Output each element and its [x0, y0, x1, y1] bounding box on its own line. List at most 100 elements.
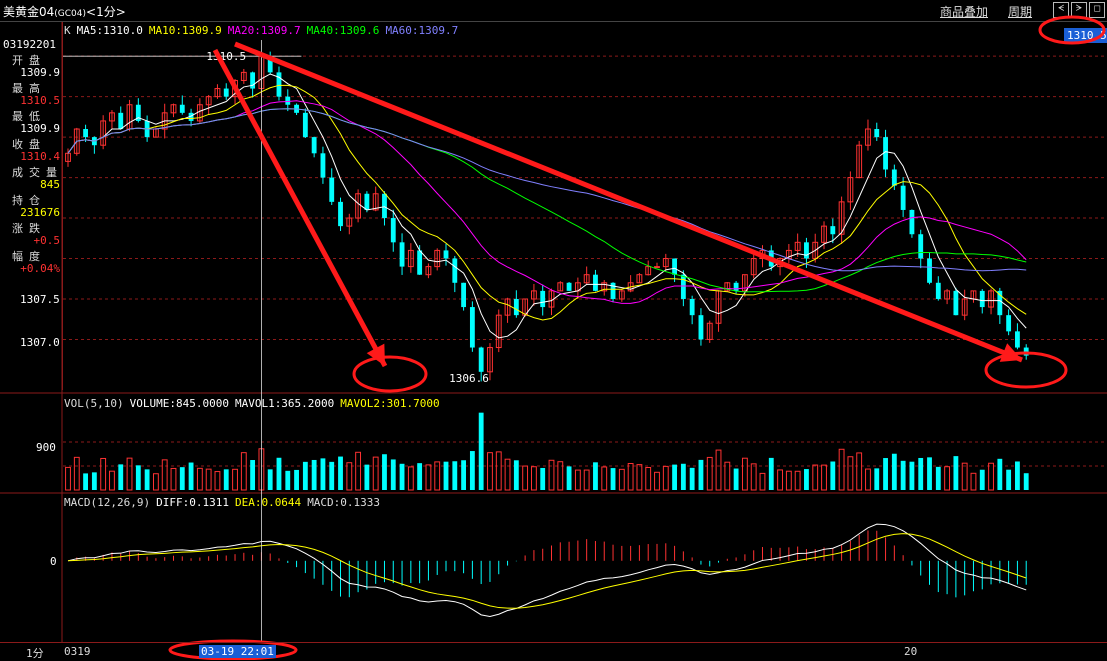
candle-body: [636, 274, 643, 284]
volume-bar: [152, 473, 159, 491]
volume-tick: 900: [36, 441, 56, 454]
volume-bar: [382, 454, 387, 490]
candle-body: [443, 250, 449, 259]
info-label: 开盘: [12, 54, 46, 67]
legend-item: MACD:0.1333: [307, 496, 381, 509]
diff-line: [67, 523, 1027, 617]
volume-bar: [680, 463, 686, 490]
candle-body: [100, 120, 107, 146]
volume-bar: [759, 472, 766, 491]
volume-bar: [601, 466, 608, 491]
volume-bar: [390, 459, 396, 490]
volume-bar: [294, 469, 299, 490]
candle-body: [583, 274, 590, 284]
volume-bar: [144, 469, 150, 490]
candle-body: [891, 169, 897, 186]
volume-bar: [346, 462, 353, 491]
volume-bar: [135, 465, 141, 490]
volume-bar: [583, 469, 590, 491]
candle-body: [601, 282, 608, 292]
candle-body: [276, 72, 282, 97]
volume-bar: [636, 464, 643, 491]
candle-body: [997, 290, 1003, 316]
candle-body: [1015, 331, 1020, 348]
info-value: 1310.5: [20, 94, 60, 107]
info-label: 幅度: [12, 250, 46, 263]
volume-bar: [812, 464, 819, 491]
candle-body: [1006, 315, 1012, 332]
volume-bar: [240, 452, 247, 491]
candle-body: [830, 226, 836, 235]
overlay-commodity-link[interactable]: 商品叠加: [940, 5, 989, 19]
candle-body: [267, 56, 273, 73]
candle-body: [645, 266, 652, 276]
volume-bar: [953, 456, 959, 490]
volume-bar: [891, 453, 897, 490]
candle-body: [662, 258, 669, 268]
volume-bar: [522, 465, 529, 491]
candle-body: [944, 290, 951, 300]
candle-body: [909, 209, 915, 235]
window-title: 美黄金04(GC04)<1分>: [3, 5, 126, 19]
volume-bar: [118, 464, 124, 490]
candle-body: [425, 266, 432, 276]
top-bar: 美黄金04(GC04)<1分> 商品叠加 周期 ᗕ ᗒ ◻: [0, 0, 1107, 22]
legend-item: VOLUME:845.0000: [129, 397, 229, 410]
volume-bar: [706, 456, 713, 491]
annotation-arrow-short-head: [366, 343, 385, 366]
ma-line-10: [67, 84, 1027, 321]
legend-item: MA60:1309.7: [385, 24, 459, 37]
volume-bar: [285, 470, 291, 490]
ma-line-60: [67, 108, 1027, 272]
volume-bar: [593, 462, 598, 490]
annotation-arrow-long-head: [999, 343, 1022, 362]
volume-bar: [329, 461, 335, 490]
legend-item: MACD(12,26,9): [64, 496, 151, 509]
candle-body: [223, 88, 229, 97]
volume-bar: [355, 451, 362, 491]
candle-body: [618, 290, 625, 300]
volume-bar: [627, 463, 634, 491]
candle-body: [988, 290, 994, 308]
price-tick-1307-0: 1307.0: [20, 336, 60, 349]
volume-bar: [838, 448, 845, 491]
volume-bar: [73, 456, 80, 491]
volume-bar: [1023, 473, 1029, 490]
volume-bar: [531, 466, 537, 491]
candle-body: [170, 104, 177, 114]
candle-body: [179, 104, 185, 113]
volume-bar: [672, 464, 677, 490]
info-label: 持仓: [12, 194, 46, 207]
maximize-icon[interactable]: ◻: [1089, 2, 1105, 18]
annotation-circle-last: [984, 351, 1068, 389]
annotation-circle-low: [352, 355, 428, 393]
candle-body: [812, 241, 819, 260]
contract-code: 03192201: [3, 38, 56, 51]
volume-bar: [469, 451, 475, 490]
info-value: +0.5: [33, 234, 61, 247]
candle-body: [109, 112, 115, 122]
info-label: 收盘: [12, 138, 46, 151]
candle-body: [118, 112, 124, 130]
volume-bar: [741, 457, 748, 491]
candle-body: [961, 298, 968, 316]
volume-bar: [214, 471, 221, 491]
volume-bar: [425, 464, 432, 491]
volume-bar: [935, 466, 941, 490]
volume-bar: [434, 461, 441, 491]
ma-line-20: [67, 100, 1027, 304]
volume-bar: [232, 468, 238, 491]
annotation-circle-price: [1038, 15, 1106, 45]
candle-body: [504, 298, 511, 316]
cursor-time-tag: 03-19 22:01: [199, 645, 276, 658]
volume-bar: [83, 473, 88, 490]
candle-body: [434, 249, 441, 268]
candle-body: [918, 234, 924, 259]
volume-bar: [205, 468, 212, 491]
volume-bar: [364, 464, 370, 490]
candle-body: [399, 242, 405, 267]
low-price-label: 1306.6: [449, 372, 489, 385]
period-link[interactable]: 周期: [1008, 5, 1033, 19]
legend-item: VOL(5,10): [64, 397, 124, 410]
